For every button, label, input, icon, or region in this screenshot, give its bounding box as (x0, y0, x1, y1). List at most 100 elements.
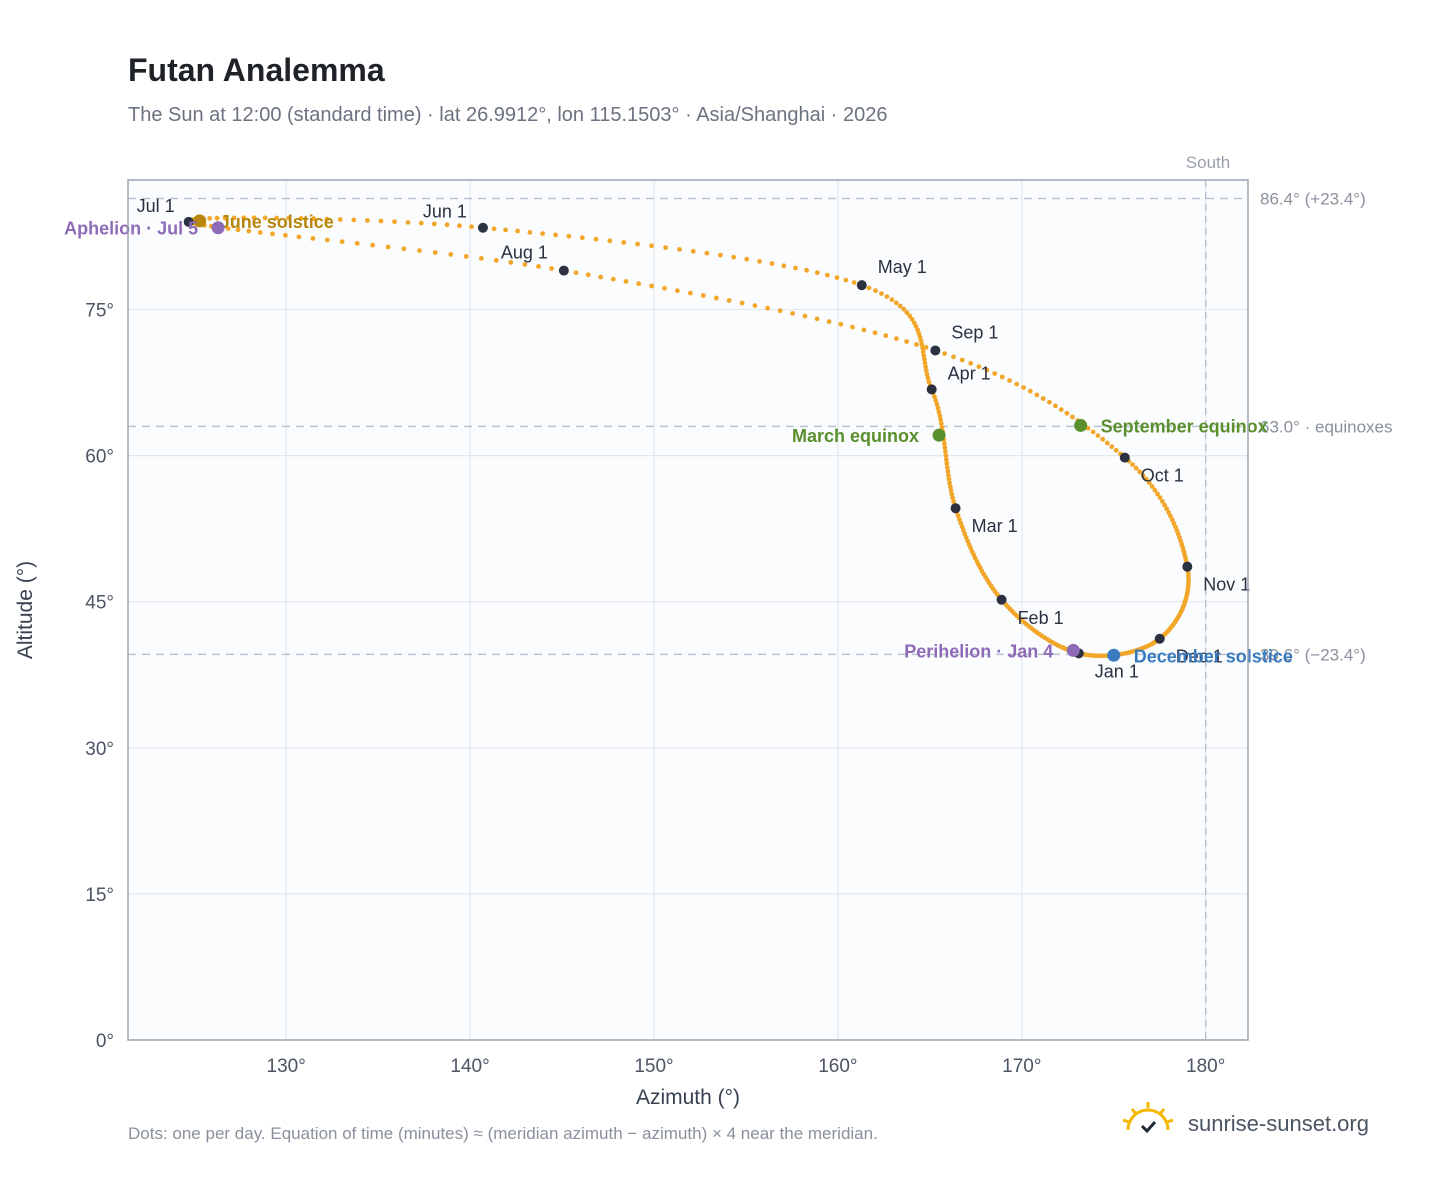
day-dot (861, 327, 867, 333)
day-dot (324, 237, 330, 243)
day-dot (522, 262, 528, 267)
meridian-label: South (1186, 153, 1230, 172)
day-dot (623, 279, 629, 284)
day-dot (491, 226, 497, 232)
day-dot (593, 236, 599, 242)
day-dot (838, 321, 844, 327)
day-dot (1007, 378, 1012, 383)
day-dot (385, 244, 391, 250)
brand-name[interactable]: sunrise-sunset.org (1188, 1111, 1369, 1136)
reference-lines: 86.4° (+23.4°) 63.0° · equinoxes 39.6° (−2… (128, 180, 1393, 1040)
day-dot (984, 367, 990, 373)
day-dot (1113, 447, 1119, 453)
day-dot (939, 425, 945, 430)
day-dot (1034, 392, 1040, 398)
day-dot (431, 221, 437, 227)
event-label: March equinox (792, 426, 919, 446)
day-dot (231, 215, 237, 221)
day-dot (1155, 491, 1160, 497)
day-dot (479, 256, 484, 261)
day-dot (976, 364, 982, 370)
day-dot (1157, 495, 1163, 500)
day-dot (802, 313, 808, 319)
day-dot (904, 310, 910, 315)
month-label: Jan 1 (1095, 661, 1139, 681)
day-dot (690, 248, 696, 254)
day-dot (207, 216, 213, 221)
day-dot (958, 520, 964, 526)
day-dot (992, 371, 998, 376)
day-dot (943, 449, 948, 454)
day-dot (879, 291, 884, 296)
day-dot (675, 288, 680, 294)
day-dot (688, 290, 693, 296)
day-dot (662, 285, 667, 291)
day-dot (814, 316, 820, 322)
day-dot (942, 445, 948, 450)
day-dot (959, 524, 965, 530)
day-dot (222, 215, 228, 221)
day-dot (946, 472, 951, 478)
day-dot (850, 324, 855, 330)
day-dot (825, 272, 830, 278)
month-marker (856, 280, 867, 291)
event-label: Aphelion · Jul 5 (64, 219, 198, 239)
day-dot (1140, 473, 1146, 478)
event-marker (1107, 648, 1121, 662)
day-dot (942, 441, 947, 446)
day-dot (296, 234, 302, 240)
day-dot (405, 220, 411, 225)
day-dot (274, 215, 280, 221)
day-dot (922, 356, 927, 362)
x-tick-label: 160° (818, 1056, 857, 1077)
day-dot (1021, 385, 1026, 390)
day-dot (339, 239, 345, 245)
day-dot (946, 476, 952, 482)
month-label: Feb 1 (1018, 608, 1064, 628)
day-dot (781, 263, 787, 269)
day-dot (527, 229, 533, 235)
y-tick-label: 75° (85, 301, 114, 322)
day-dot (598, 274, 604, 280)
day-dot (893, 300, 899, 306)
event-marker (932, 428, 946, 442)
x-tick-label: 140° (450, 1056, 489, 1077)
day-dot (1095, 433, 1101, 438)
day-dot (951, 498, 956, 504)
day-dot (1040, 396, 1046, 401)
day-dot (962, 531, 968, 537)
day-dot (417, 248, 422, 254)
day-dot (790, 311, 795, 316)
month-label: May 1 (878, 257, 927, 277)
day-dot (566, 233, 572, 239)
reference-line-label: 63.0° · equinoxes (1260, 417, 1393, 436)
day-dot (757, 259, 762, 264)
day-dot (948, 488, 954, 493)
day-dot (943, 457, 949, 462)
day-dot (246, 228, 252, 234)
day-dot (894, 336, 899, 341)
day-dot (945, 469, 951, 474)
day-dot (947, 480, 952, 486)
day-dot (635, 241, 640, 247)
event-markers: June solstice Aphelion · Jul 5 March equin… (64, 212, 1293, 666)
day-dot (923, 364, 928, 370)
x-tick-label: 170° (1002, 1056, 1041, 1077)
day-dot (932, 394, 937, 400)
day-dot (469, 224, 474, 230)
day-dot (921, 353, 927, 358)
day-dot (1064, 410, 1070, 416)
day-dot (843, 277, 849, 283)
day-dot (999, 374, 1005, 380)
day-dot (621, 240, 627, 245)
day-dot (1143, 476, 1149, 482)
day-dot (949, 491, 955, 497)
day-dot (418, 220, 424, 226)
day-dot (1164, 506, 1170, 512)
day-dot (311, 216, 317, 222)
day-dot (959, 357, 965, 363)
day-dot (904, 339, 909, 344)
day-dot (963, 535, 969, 540)
sun-logo-icon (1122, 1102, 1174, 1134)
day-dot (310, 236, 316, 241)
